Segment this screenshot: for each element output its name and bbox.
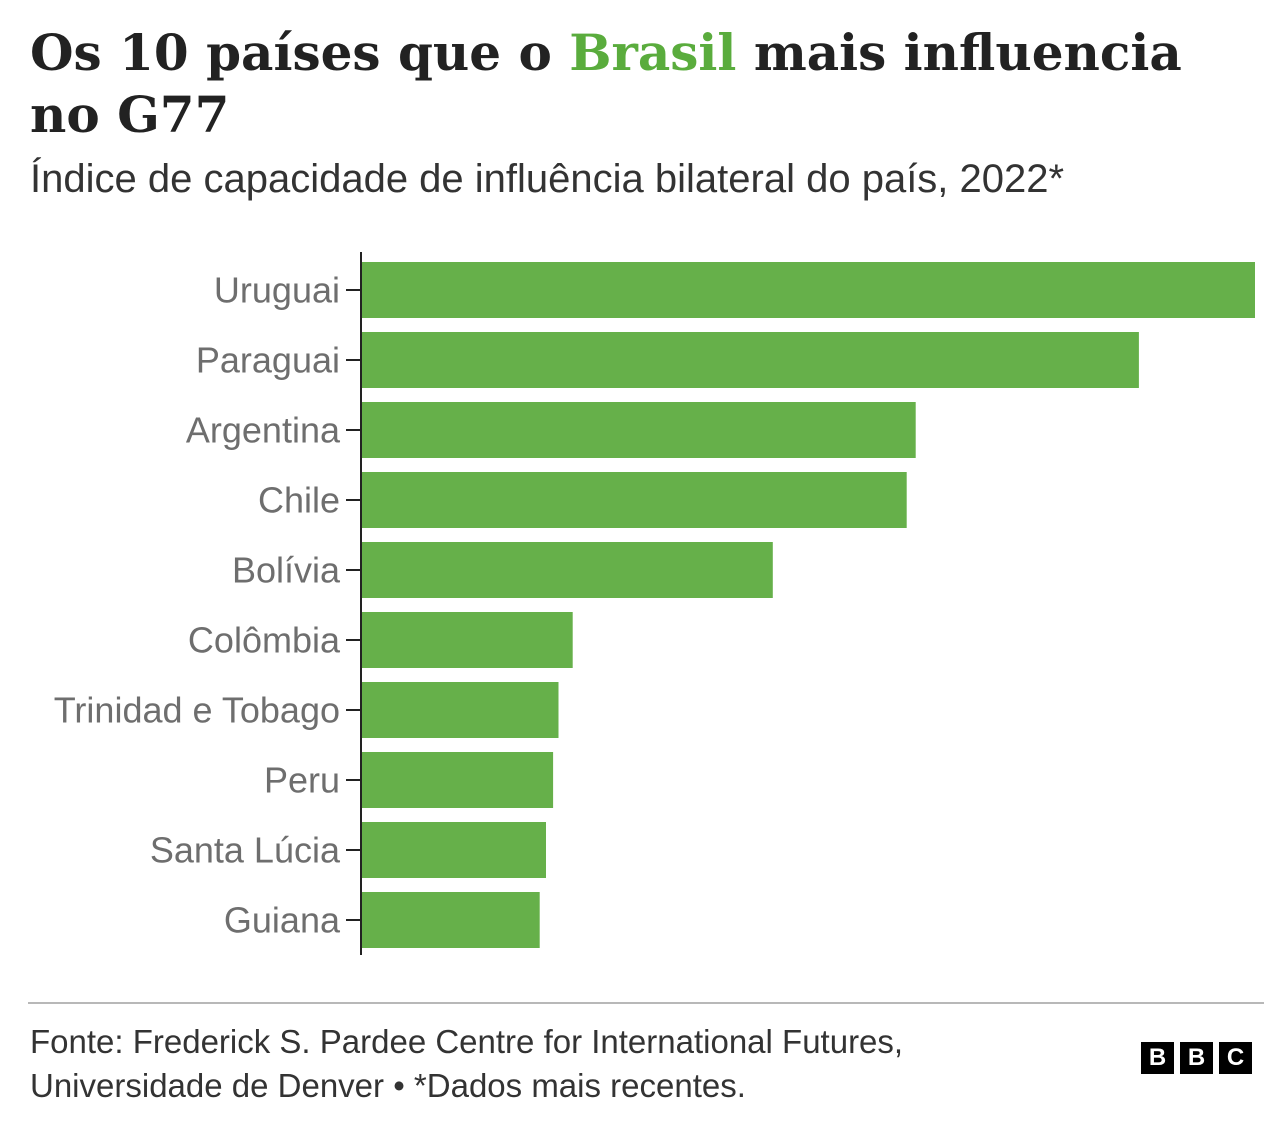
bar-bolivia (362, 542, 773, 598)
bar-santa-lucia (362, 822, 546, 878)
bar-paraguai (362, 332, 1139, 388)
category-label-trinidad-e-tobago: Trinidad e Tobago (54, 690, 340, 731)
category-label-paraguai: Paraguai (196, 340, 340, 381)
bar-colombia (362, 612, 573, 668)
title-part-2: mais influencia no G77 (30, 23, 1182, 144)
chart-title: Os 10 países que o Brasil mais influenci… (30, 22, 1260, 146)
bar-peru (362, 752, 554, 808)
category-label-guiana: Guiana (224, 900, 341, 941)
title-part-1: Os 10 países que o (30, 23, 570, 82)
category-label-uruguai: Uruguai (214, 270, 340, 311)
bar-trinidad-e-tobago (362, 682, 559, 738)
bbc-logo-letter-3: C (1219, 1042, 1252, 1074)
category-label-bolivia: Bolívia (232, 550, 341, 591)
source-line-2: Universidade de Denver • *Dados mais rec… (30, 1067, 746, 1104)
bar-argentina (362, 402, 916, 458)
title-highlight: Brasil (569, 23, 737, 82)
category-label-argentina: Argentina (186, 410, 341, 451)
category-label-santa-lucia: Santa Lúcia (150, 830, 341, 871)
category-label-chile: Chile (258, 480, 340, 521)
footer-divider (28, 1002, 1264, 1004)
bbc-logo-letter-1: B (1141, 1042, 1174, 1074)
category-label-colombia: Colômbia (188, 620, 341, 661)
bbc-logo-letter-2: B (1180, 1042, 1213, 1074)
source-line-1: Fonte: Frederick S. Pardee Centre for In… (30, 1023, 904, 1060)
category-label-peru: Peru (264, 760, 340, 801)
bars-layer: Uruguai Paraguai Argentina Chile Bolívia Colô… (54, 262, 1255, 948)
bar-chart: Uruguai Paraguai Argentina Chile Bolívia Colô… (54, 252, 1255, 955)
bar-chile (362, 472, 907, 528)
chart-subtitle: Índice de capacidade de influência bilat… (30, 157, 1065, 201)
bbc-logo: B B C (1141, 1042, 1252, 1074)
bar-guiana (362, 892, 540, 948)
bar-uruguai (362, 262, 1255, 318)
source-note: Fonte: Frederick S. Pardee Centre for In… (30, 1020, 1090, 1108)
